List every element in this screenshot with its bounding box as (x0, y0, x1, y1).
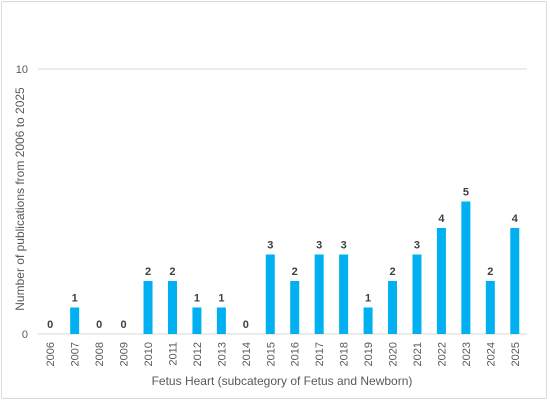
data-label: 1 (194, 293, 200, 305)
x-tick-label: 2024 (485, 342, 497, 366)
data-label: 3 (414, 240, 420, 252)
bar (412, 254, 422, 334)
data-label: 3 (267, 240, 273, 252)
x-tick-label: 2007 (70, 342, 82, 366)
bar (143, 281, 153, 334)
x-tick-label: 2017 (314, 342, 326, 366)
y-tick-labels: 0 10 (16, 64, 28, 341)
bars (70, 201, 520, 334)
bar (265, 254, 275, 334)
data-label: 2 (169, 266, 175, 278)
data-label: 0 (121, 319, 127, 331)
data-label: 1 (218, 293, 224, 305)
bar (461, 201, 471, 334)
x-tick-label: 2023 (461, 342, 473, 366)
bar (70, 307, 80, 334)
data-label: 1 (72, 293, 78, 305)
bar (510, 228, 520, 334)
bar (290, 281, 300, 334)
x-tick-label: 2019 (363, 342, 375, 366)
x-tick-label: 2010 (143, 342, 155, 366)
x-tick-label: 2020 (388, 342, 400, 366)
data-label: 5 (463, 187, 469, 199)
bar (192, 307, 202, 334)
bar (388, 281, 398, 334)
data-label: 2 (145, 266, 151, 278)
x-tick-label: 2012 (192, 342, 204, 366)
data-label: 2 (487, 266, 493, 278)
x-tick-label: 2015 (265, 342, 277, 366)
y-tick-label: 10 (16, 64, 28, 76)
x-tick-label: 2011 (167, 342, 179, 366)
bar (485, 281, 495, 334)
x-tick-label: 2018 (339, 342, 351, 366)
bar (216, 307, 226, 334)
bar (436, 228, 446, 334)
gridlines (38, 68, 527, 335)
data-label: 2 (292, 266, 298, 278)
x-tick-label: 2021 (412, 342, 424, 366)
x-tick-labels: 2006 2007 2008 2009 2010 2011 2012 2013 2014 2015… (45, 342, 522, 366)
x-tick-label: 2009 (119, 342, 131, 366)
data-label: 4 (512, 213, 519, 225)
data-label: 0 (47, 319, 53, 331)
x-axis-title: Fetus Heart (subcategory of Fetus and Ne… (152, 374, 413, 388)
x-tick-label: 2022 (436, 342, 448, 366)
x-tick-label: 2016 (290, 342, 302, 366)
bar (363, 307, 373, 334)
y-axis-title: Number of publications from 2006 to 2025 (13, 87, 27, 311)
data-label: 2 (389, 266, 395, 278)
data-label: 3 (316, 240, 322, 252)
x-tick-label: 2025 (510, 342, 522, 366)
bar (314, 254, 324, 334)
x-tick-label: 2014 (241, 342, 253, 366)
data-label: 4 (438, 213, 445, 225)
data-labels: 0 1 0 0 2 2 1 1 0 3 2 3 3 1 2 3 4 5 2 4 (47, 187, 519, 332)
data-label: 0 (96, 319, 102, 331)
data-label: 3 (341, 240, 347, 252)
x-tick-label: 2006 (45, 342, 57, 366)
x-tick-label: 2013 (216, 342, 228, 366)
bar (339, 254, 349, 334)
bar (167, 281, 177, 334)
x-tick-label: 2008 (94, 342, 106, 366)
y-tick-label: 0 (22, 329, 28, 341)
data-label: 1 (365, 293, 371, 305)
data-label: 0 (243, 319, 249, 331)
